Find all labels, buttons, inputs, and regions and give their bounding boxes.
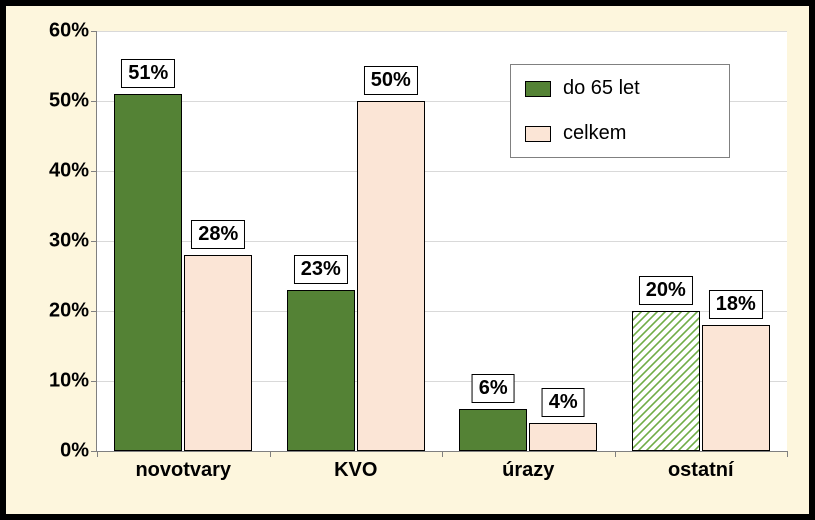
y-tick bbox=[91, 171, 97, 172]
legend-label: do 65 let bbox=[563, 77, 640, 100]
bar bbox=[459, 409, 527, 451]
x-tick bbox=[442, 451, 443, 457]
bar bbox=[114, 94, 182, 451]
legend-item: celkem bbox=[525, 122, 711, 145]
y-tick bbox=[91, 241, 97, 242]
x-tick bbox=[615, 451, 616, 457]
data-label: 51% bbox=[121, 59, 175, 88]
x-axis-label: novotvary bbox=[135, 459, 231, 482]
data-label: 20% bbox=[639, 276, 693, 305]
chart-canvas: 0% 10% 20% 30% 40% 50% 60% novotvary 51% 28% KVO 23… bbox=[6, 6, 809, 514]
y-axis-label: 50% bbox=[49, 90, 89, 113]
y-tick bbox=[91, 101, 97, 102]
gridline bbox=[97, 31, 787, 32]
y-axis-label: 10% bbox=[49, 370, 89, 393]
x-tick bbox=[787, 451, 788, 457]
bar bbox=[287, 290, 355, 451]
legend-swatch bbox=[525, 126, 551, 142]
legend: do 65 let celkem bbox=[510, 64, 730, 158]
y-axis-label: 20% bbox=[49, 300, 89, 323]
chart-outer-frame: 0% 10% 20% 30% 40% 50% 60% novotvary 51% 28% KVO 23… bbox=[0, 0, 815, 520]
y-axis-label: 40% bbox=[49, 160, 89, 183]
bar bbox=[529, 423, 597, 451]
y-axis-label: 30% bbox=[49, 230, 89, 253]
legend-label: celkem bbox=[563, 122, 626, 145]
bar bbox=[702, 325, 770, 451]
y-tick bbox=[91, 311, 97, 312]
data-label: 4% bbox=[542, 388, 585, 417]
gridline bbox=[97, 171, 787, 172]
data-label: 23% bbox=[294, 255, 348, 284]
y-tick bbox=[91, 381, 97, 382]
legend-item: do 65 let bbox=[525, 77, 711, 100]
x-tick bbox=[270, 451, 271, 457]
legend-swatch bbox=[525, 81, 551, 97]
x-axis-label: úrazy bbox=[502, 459, 554, 482]
x-tick bbox=[97, 451, 98, 457]
x-axis-label: KVO bbox=[334, 459, 377, 482]
y-axis-label: 0% bbox=[60, 440, 89, 463]
data-label: 28% bbox=[191, 220, 245, 249]
bar bbox=[357, 101, 425, 451]
x-axis-label: ostatní bbox=[668, 459, 734, 482]
bar bbox=[632, 311, 700, 451]
bar bbox=[184, 255, 252, 451]
data-label: 6% bbox=[472, 374, 515, 403]
data-label: 50% bbox=[364, 66, 418, 95]
y-tick bbox=[91, 31, 97, 32]
y-axis-label: 60% bbox=[49, 20, 89, 43]
data-label: 18% bbox=[709, 290, 763, 319]
